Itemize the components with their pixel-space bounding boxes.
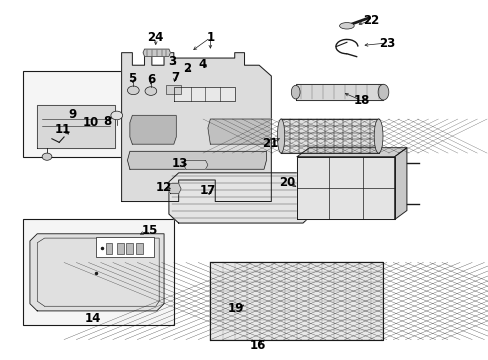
Text: 21: 21 — [262, 137, 278, 150]
Text: 20: 20 — [279, 176, 295, 189]
Text: 3: 3 — [168, 55, 176, 68]
Bar — [96, 237, 154, 257]
Circle shape — [42, 153, 52, 160]
Text: 2: 2 — [183, 62, 191, 75]
Bar — [22, 220, 173, 325]
Ellipse shape — [291, 85, 300, 99]
Circle shape — [145, 87, 157, 95]
Text: 9: 9 — [69, 108, 77, 121]
Text: 24: 24 — [147, 31, 163, 44]
Polygon shape — [168, 173, 312, 223]
Polygon shape — [37, 105, 115, 148]
Polygon shape — [210, 262, 383, 339]
Polygon shape — [297, 157, 394, 220]
Polygon shape — [183, 160, 207, 169]
Bar — [117, 243, 123, 253]
Polygon shape — [127, 151, 266, 169]
Bar — [105, 243, 112, 253]
Text: 15: 15 — [141, 224, 157, 237]
Polygon shape — [394, 148, 406, 220]
Bar — [22, 71, 132, 157]
Text: 12: 12 — [155, 181, 171, 194]
Bar — [126, 243, 133, 253]
Text: 14: 14 — [85, 312, 102, 325]
Text: 18: 18 — [353, 94, 369, 107]
Text: 10: 10 — [82, 117, 99, 130]
Polygon shape — [297, 148, 406, 157]
Circle shape — [127, 86, 139, 95]
Polygon shape — [173, 87, 234, 101]
Bar — [136, 243, 143, 253]
Bar — [166, 85, 181, 94]
Polygon shape — [143, 49, 170, 56]
Polygon shape — [130, 116, 176, 144]
Text: 13: 13 — [172, 157, 188, 170]
Polygon shape — [207, 119, 271, 144]
Text: 1: 1 — [206, 31, 214, 44]
Text: 7: 7 — [171, 71, 179, 84]
Text: 23: 23 — [378, 36, 394, 50]
Polygon shape — [30, 234, 163, 311]
Text: 17: 17 — [200, 184, 216, 197]
Polygon shape — [167, 184, 181, 194]
Text: 11: 11 — [55, 123, 71, 136]
Ellipse shape — [373, 119, 382, 153]
Text: 22: 22 — [363, 14, 379, 27]
Circle shape — [111, 111, 122, 120]
Ellipse shape — [377, 84, 388, 100]
Ellipse shape — [339, 23, 353, 29]
Ellipse shape — [277, 119, 284, 153]
Polygon shape — [281, 119, 378, 153]
Text: 8: 8 — [102, 116, 111, 129]
Text: 19: 19 — [227, 302, 244, 315]
Polygon shape — [122, 53, 271, 202]
Polygon shape — [295, 84, 383, 100]
Text: 6: 6 — [146, 73, 155, 86]
Text: 4: 4 — [199, 58, 207, 71]
Text: 16: 16 — [249, 339, 266, 352]
Text: 5: 5 — [128, 72, 136, 85]
